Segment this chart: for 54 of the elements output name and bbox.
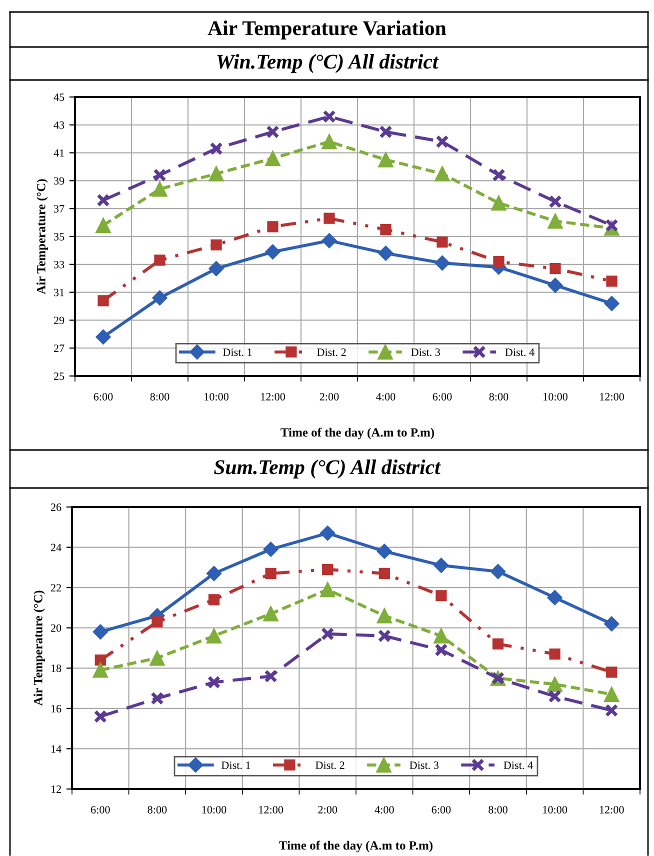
y-tick-label: 31	[54, 288, 64, 296]
x-tick-label: 8:00	[148, 806, 167, 814]
legend-label: Dist. 3	[410, 762, 439, 770]
y-axis-title: Air Temperature (°C)	[36, 179, 48, 294]
chart-title: Win.Temp (°C) All district	[217, 54, 439, 73]
y-tick-label: 12	[51, 785, 61, 793]
y-tick-label: 45	[54, 94, 64, 101]
legend-label: Dist. 1	[222, 348, 252, 356]
x-tick-label: 12:00	[600, 392, 624, 401]
x-tick-label: 12:00	[261, 392, 285, 401]
y-tick-label: 33	[54, 260, 64, 268]
y-tick-label: 37	[54, 205, 64, 213]
y-tick-label: 39	[54, 177, 64, 185]
x-tick-label: 10:00	[202, 806, 226, 814]
x-tick-label: 6:00	[432, 806, 451, 814]
y-tick-label: 24	[50, 544, 62, 552]
x-tick-label: 2:00	[320, 392, 339, 401]
y-tick-label: 27	[54, 344, 64, 352]
x-tick-label: 8:00	[150, 392, 170, 401]
x-tick-label: 6:00	[94, 392, 113, 401]
chart-title: Sum.Temp (°C) All district	[214, 460, 441, 478]
legend-label: Dist. 3	[411, 348, 440, 356]
x-tick-label: 10:00	[543, 806, 568, 814]
x-tick-label: 2:00	[318, 806, 338, 814]
y-axis-title: Air Temperature (°C)	[34, 590, 45, 706]
x-axis-title: Time of the day (A.m to P.m)	[280, 428, 434, 440]
y-tick-label: 18	[51, 664, 62, 672]
text: Air Temperature Variation	[208, 20, 446, 40]
y-tick-label: 29	[54, 316, 64, 324]
y-tick-label: 43	[54, 121, 64, 129]
x-tick-label: 6:00	[91, 806, 110, 814]
y-tick-label: 25	[54, 372, 64, 380]
y-tick-label: 41	[54, 149, 64, 157]
y-tick-label: 20	[50, 624, 62, 632]
y-tick-label: 16	[51, 704, 62, 712]
x-axis-title: Time of the day (A.m to P.m)	[279, 840, 433, 852]
legend-label: Dist. 1	[221, 762, 250, 770]
x-tick-label: 12:00	[600, 806, 624, 814]
x-tick-label: 10:00	[544, 392, 568, 401]
x-tick-label: 6:00	[432, 392, 452, 401]
y-tick-label: 26	[50, 503, 62, 511]
y-tick-label: 14	[51, 745, 62, 753]
legend-label: Dist. 2	[316, 762, 344, 770]
legend-label: Dist. 4	[505, 348, 534, 356]
legend-label: Dist. 2	[317, 348, 346, 356]
x-tick-label: 4:00	[376, 392, 396, 401]
y-tick-label: 35	[54, 232, 64, 240]
x-tick-label: 4:00	[374, 806, 394, 814]
x-tick-label: 10:00	[204, 392, 228, 401]
y-tick-label: 22	[50, 584, 61, 592]
x-tick-label: 8:00	[488, 806, 508, 814]
legend-label: Dist. 4	[504, 762, 533, 770]
x-tick-label: 8:00	[489, 392, 508, 401]
x-tick-label: 12:00	[259, 806, 284, 814]
